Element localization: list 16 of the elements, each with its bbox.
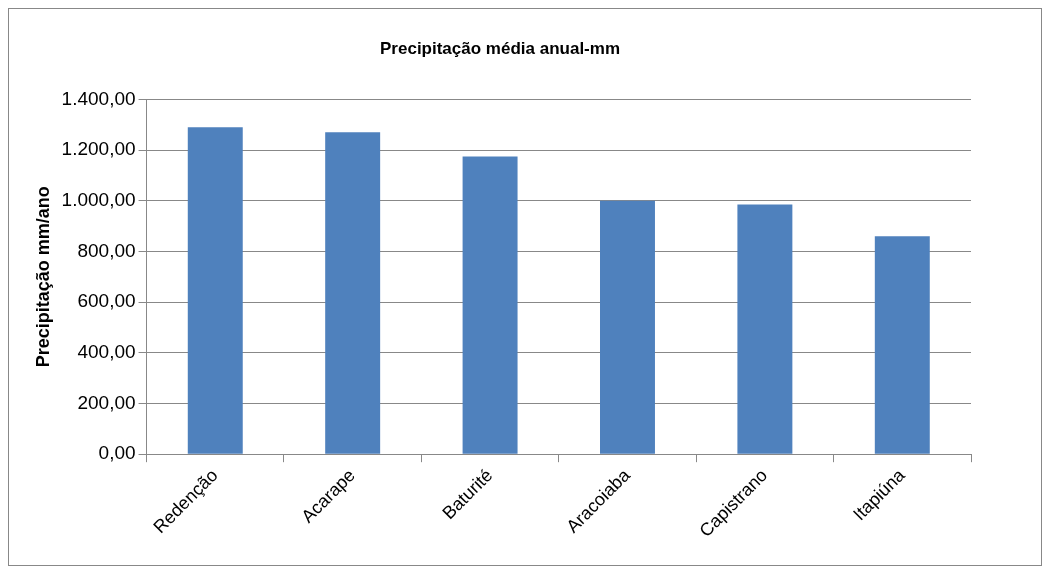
y-tick-label: 400,00 — [77, 341, 136, 363]
y-tick-label: 0,00 — [98, 442, 136, 464]
y-tick-label: 1.200,00 — [61, 138, 136, 160]
y-axis-title: Precipitação mm/ano — [32, 186, 53, 368]
bar — [325, 132, 381, 454]
y-tick-label: 200,00 — [77, 391, 136, 413]
y-tick-label: 800,00 — [77, 239, 136, 261]
bar — [874, 236, 930, 454]
chart-title: Precipitação média anual-mm — [380, 38, 620, 58]
bar — [187, 127, 243, 454]
y-tick-label: 1.400,00 — [61, 87, 136, 109]
bar — [737, 204, 793, 454]
y-tick-label: 600,00 — [77, 290, 136, 312]
bar — [462, 156, 518, 454]
bar — [600, 200, 655, 454]
y-tick-label: 1.000,00 — [61, 189, 136, 210]
